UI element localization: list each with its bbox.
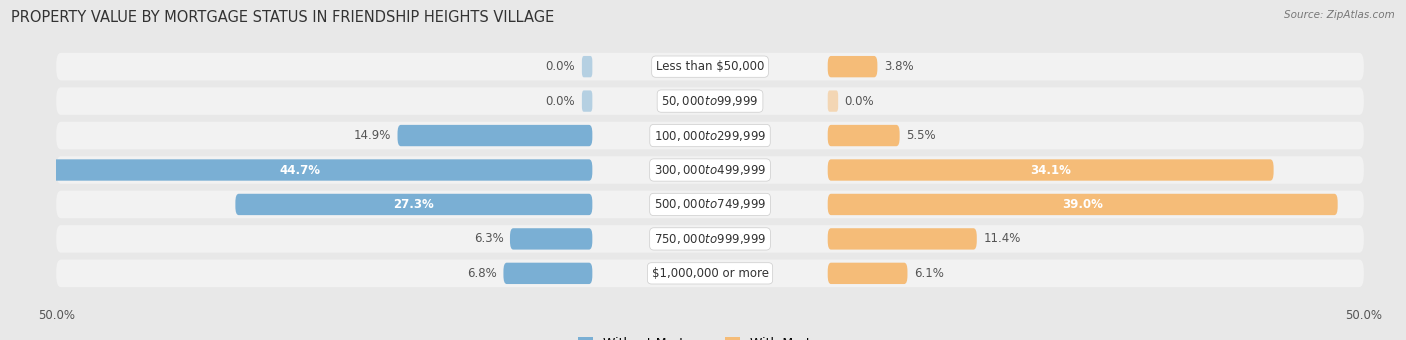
FancyBboxPatch shape	[56, 122, 1364, 149]
Text: 27.3%: 27.3%	[394, 198, 434, 211]
FancyBboxPatch shape	[828, 125, 900, 146]
FancyBboxPatch shape	[56, 225, 1364, 253]
Text: Less than $50,000: Less than $50,000	[655, 60, 765, 73]
Text: $500,000 to $749,999: $500,000 to $749,999	[654, 198, 766, 211]
FancyBboxPatch shape	[828, 228, 977, 250]
FancyBboxPatch shape	[56, 53, 1364, 81]
FancyBboxPatch shape	[828, 56, 877, 77]
Text: 5.5%: 5.5%	[905, 129, 936, 142]
FancyBboxPatch shape	[8, 159, 592, 181]
FancyBboxPatch shape	[828, 159, 1274, 181]
FancyBboxPatch shape	[56, 191, 1364, 218]
Text: $300,000 to $499,999: $300,000 to $499,999	[654, 163, 766, 177]
FancyBboxPatch shape	[398, 125, 592, 146]
FancyBboxPatch shape	[828, 90, 838, 112]
Text: $100,000 to $299,999: $100,000 to $299,999	[654, 129, 766, 142]
Text: 3.8%: 3.8%	[884, 60, 914, 73]
Text: 0.0%: 0.0%	[546, 95, 575, 107]
FancyBboxPatch shape	[235, 194, 592, 215]
Text: 6.1%: 6.1%	[914, 267, 943, 280]
Text: Source: ZipAtlas.com: Source: ZipAtlas.com	[1284, 10, 1395, 20]
FancyBboxPatch shape	[828, 263, 907, 284]
FancyBboxPatch shape	[828, 194, 1337, 215]
Text: $750,000 to $999,999: $750,000 to $999,999	[654, 232, 766, 246]
Text: 6.8%: 6.8%	[467, 267, 496, 280]
Text: 44.7%: 44.7%	[280, 164, 321, 176]
FancyBboxPatch shape	[56, 87, 1364, 115]
Text: 0.0%: 0.0%	[845, 95, 875, 107]
FancyBboxPatch shape	[582, 90, 592, 112]
FancyBboxPatch shape	[56, 259, 1364, 287]
Text: 0.0%: 0.0%	[546, 60, 575, 73]
Text: $50,000 to $99,999: $50,000 to $99,999	[661, 94, 759, 108]
Legend: Without Mortgage, With Mortgage: Without Mortgage, With Mortgage	[578, 337, 842, 340]
Text: 6.3%: 6.3%	[474, 233, 503, 245]
Text: PROPERTY VALUE BY MORTGAGE STATUS IN FRIENDSHIP HEIGHTS VILLAGE: PROPERTY VALUE BY MORTGAGE STATUS IN FRI…	[11, 10, 554, 25]
FancyBboxPatch shape	[503, 263, 592, 284]
FancyBboxPatch shape	[582, 56, 592, 77]
FancyBboxPatch shape	[510, 228, 592, 250]
Text: $1,000,000 or more: $1,000,000 or more	[651, 267, 769, 280]
Text: 39.0%: 39.0%	[1063, 198, 1104, 211]
FancyBboxPatch shape	[56, 156, 1364, 184]
Text: 34.1%: 34.1%	[1031, 164, 1071, 176]
Text: 11.4%: 11.4%	[983, 233, 1021, 245]
Text: 14.9%: 14.9%	[353, 129, 391, 142]
